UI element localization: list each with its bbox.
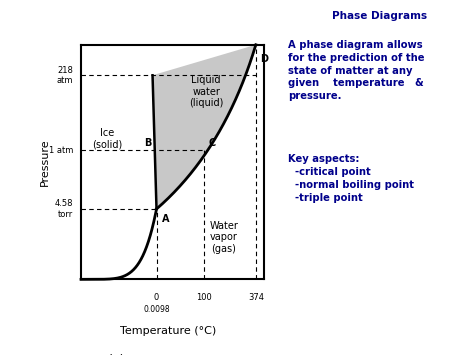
- Text: 218
atm: 218 atm: [56, 66, 73, 85]
- Text: A: A: [162, 214, 169, 224]
- Text: 4.58
torr: 4.58 torr: [55, 199, 73, 219]
- Text: Temperature (°C): Temperature (°C): [120, 326, 217, 336]
- Polygon shape: [153, 45, 256, 209]
- Text: Phase Diagrams: Phase Diagrams: [332, 11, 427, 21]
- Text: Ice
(solid): Ice (solid): [92, 128, 122, 149]
- Text: Pressure: Pressure: [40, 138, 50, 186]
- Text: B: B: [144, 138, 152, 148]
- Text: A phase diagram allows
for the prediction of the
state of matter at any
given   : A phase diagram allows for the predictio…: [288, 40, 425, 101]
- Text: Water
vapor
(gas): Water vapor (gas): [210, 220, 238, 254]
- Text: Liquid
water
(liquid): Liquid water (liquid): [189, 75, 223, 108]
- Text: 100: 100: [196, 294, 212, 302]
- Text: C: C: [208, 138, 215, 148]
- Text: Key aspects:
  -critical point
  -normal boiling point
  -triple point: Key aspects: -critical point -normal boi…: [288, 154, 414, 203]
- Text: D: D: [260, 54, 268, 64]
- Text: 0.0098: 0.0098: [143, 305, 170, 314]
- Text: 0: 0: [154, 294, 159, 302]
- Text: 1 atm: 1 atm: [49, 146, 73, 155]
- Text: 374: 374: [248, 294, 264, 302]
- Text: (a): (a): [108, 354, 126, 355]
